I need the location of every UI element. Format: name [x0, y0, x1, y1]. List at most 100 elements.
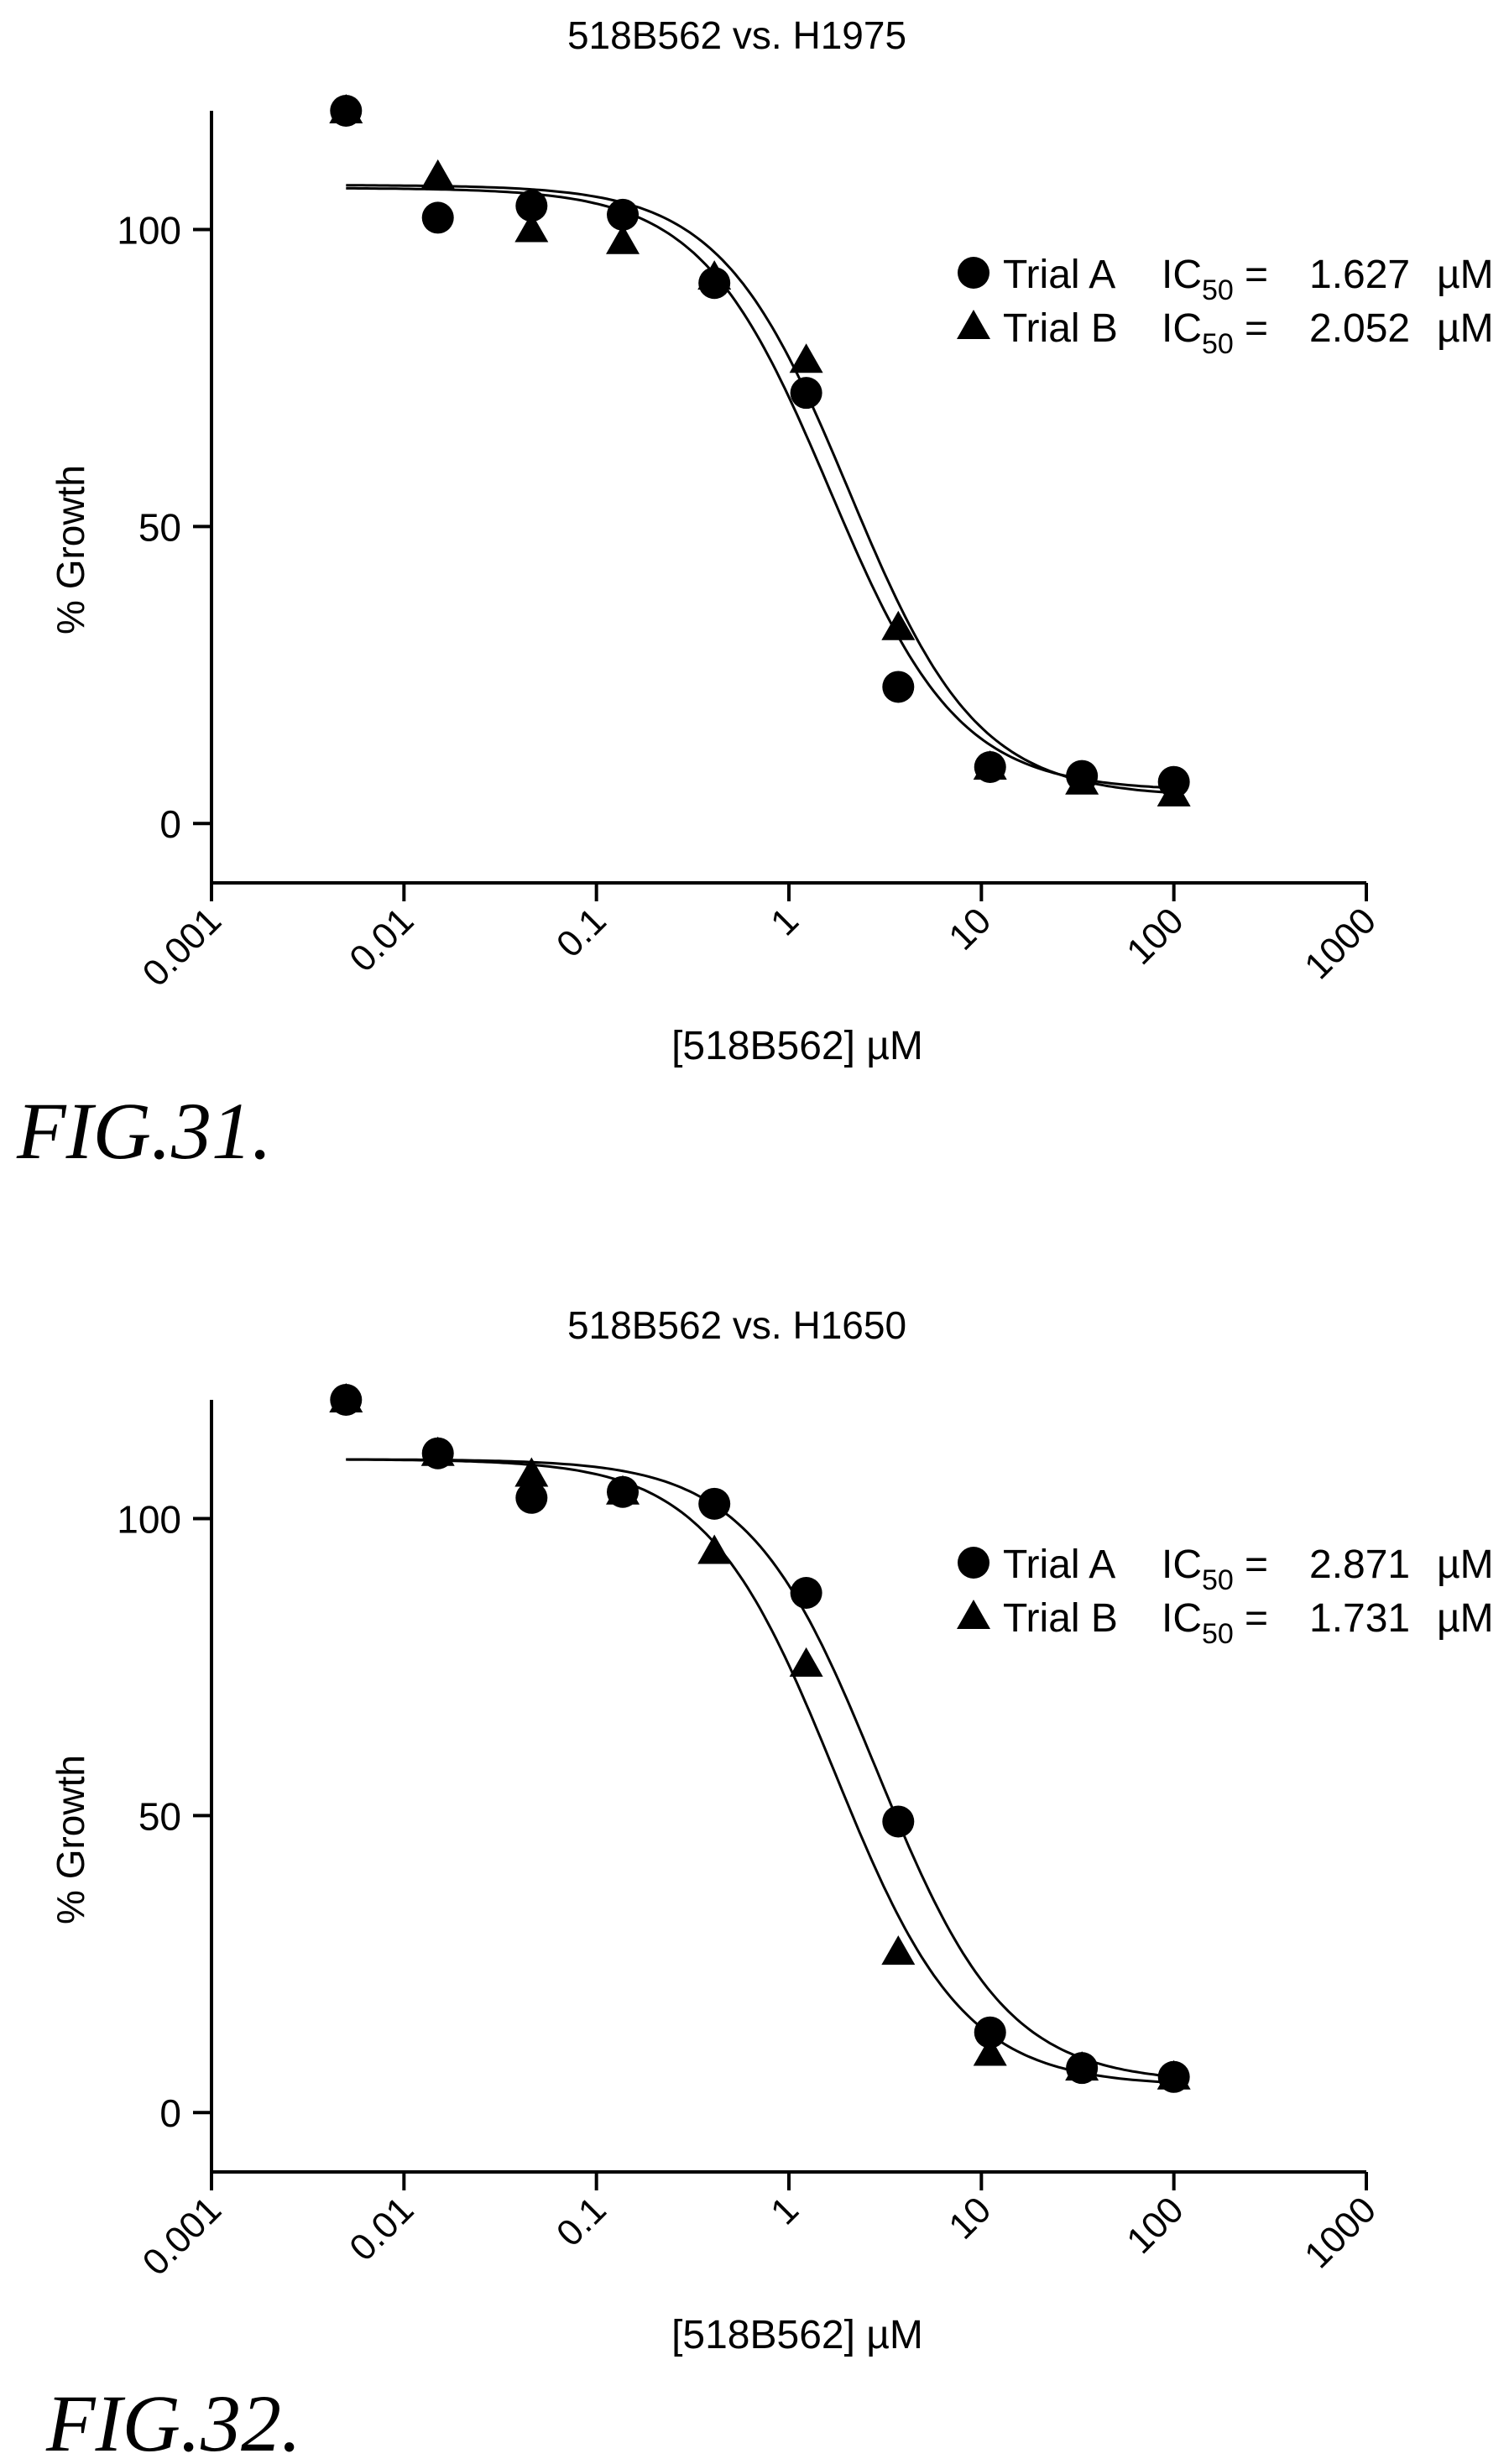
x-tick-label: 100	[1119, 900, 1192, 973]
legend-ic50-unit: µM	[1437, 306, 1494, 351]
data-point-circle	[515, 1481, 548, 1514]
data-point-circle	[421, 1437, 454, 1470]
x-ticks: 0.001 0.01 0.1 1 10 100 1000	[135, 2172, 1384, 2284]
data-point-circle	[421, 201, 454, 234]
legend-ic50-subscript: 50	[1202, 1618, 1234, 1650]
legend-ic50-text: IC	[1162, 1596, 1202, 1641]
legend-ic50-unit: µM	[1437, 1596, 1494, 1641]
chart-title: 518B562 vs. H1650	[567, 1303, 906, 1347]
data-point-circle	[607, 198, 640, 231]
data-point-circle	[882, 1805, 915, 1838]
fit-curve-trial-a	[346, 1458, 1174, 2079]
y-tick-label: 50	[138, 505, 181, 549]
data-point-triangle	[606, 224, 640, 254]
legend-ic50-text: IC	[1162, 1543, 1202, 1587]
x-tick-label: 1	[763, 900, 807, 943]
fit-curve-trial-b	[346, 1458, 1174, 2085]
x-tick-label: 0.001	[135, 2189, 230, 2284]
data-point-circle	[1157, 765, 1190, 798]
data-point-circle	[882, 671, 915, 703]
legend-ic50-unit: µM	[1437, 1543, 1494, 1587]
legend-ic50-value: 2.871	[1309, 1543, 1410, 1587]
legend-ic50-label: IC50	[1162, 1543, 1234, 1596]
data-point-circle	[974, 751, 1006, 783]
plot-area: 0 50 100 0.001 0.01 0.1 1 10 100 1000	[117, 94, 1384, 994]
legend-ic50-value: 1.731	[1309, 1596, 1410, 1641]
legend-ic50-label: IC50	[1162, 253, 1234, 306]
x-tick-label: 0.01	[342, 900, 421, 979]
data-point-circle	[1066, 760, 1099, 792]
x-tick-label: 10	[941, 900, 999, 958]
data-point-circle	[698, 1487, 731, 1520]
plot-area: 0 50 100 0.001 0.01 0.1 1 10 100 1000	[117, 1383, 1384, 2284]
legend-entry-trial-a: Trial A IC50 = 1.627 µM	[958, 253, 1494, 306]
legend-series-name: Trial A	[1003, 253, 1115, 297]
x-tick-label: 1000	[1297, 2189, 1384, 2276]
y-ticks: 0 50 100	[117, 1498, 211, 2135]
fit-curve-trial-b	[346, 184, 1174, 795]
data-point-circle	[330, 1384, 363, 1416]
x-tick-label: 0.01	[342, 2189, 421, 2268]
data-point-triangle	[973, 2036, 1007, 2066]
legend-ic50-subscript: 50	[1202, 328, 1234, 360]
legend-ic50-equals: =	[1245, 1596, 1268, 1641]
legend: Trial A IC50 = 2.871 µM Trial B IC50 = 1…	[957, 1543, 1494, 1650]
legend-ic50-subscript: 50	[1202, 1564, 1234, 1596]
chart-fig-31: 518B562 vs. H1975 0 50 100 0.001 0.01 0.1 1 10…	[16, 13, 1494, 1176]
data-point-triangle	[881, 610, 916, 640]
fit-curves	[346, 1458, 1174, 2085]
y-ticks: 0 50 100	[117, 209, 211, 846]
data-point-circle	[1066, 2052, 1099, 2085]
legend-marker-circle	[958, 1547, 989, 1579]
data-point-triangle	[881, 1935, 916, 1965]
x-tick-label: 10	[941, 2189, 999, 2247]
x-tick-label: 1	[763, 2189, 807, 2232]
x-tick-label: 0.1	[549, 900, 614, 965]
legend-ic50-value: 1.627	[1309, 253, 1410, 297]
data-point-circle	[974, 2016, 1006, 2049]
legend-ic50-subscript: 50	[1202, 274, 1234, 306]
x-tick-label: 0.1	[549, 2189, 614, 2254]
legend-ic50-unit: µM	[1437, 253, 1494, 297]
legend-ic50-equals: =	[1245, 306, 1268, 351]
chart-title: 518B562 vs. H1975	[567, 13, 906, 57]
data-point-triangle	[420, 159, 455, 189]
legend-series-name: Trial B	[1003, 306, 1118, 351]
fit-curve-trial-a	[346, 186, 1174, 790]
x-ticks: 0.001 0.01 0.1 1 10 100 1000	[135, 883, 1384, 994]
y-tick-label: 100	[117, 1498, 181, 1542]
data-point-triangle	[514, 1457, 549, 1487]
x-tick-label: 0.001	[135, 900, 230, 994]
data-point-triangle	[514, 212, 549, 243]
data-points	[329, 94, 1191, 807]
legend-ic50-text: IC	[1162, 306, 1202, 351]
legend-series-name: Trial B	[1003, 1596, 1118, 1641]
figure-label: FIG.31.	[16, 1086, 272, 1176]
x-tick-label: 1000	[1297, 900, 1384, 987]
legend: Trial A IC50 = 1.627 µM Trial B IC50 = 2…	[957, 253, 1494, 360]
x-axis-label: [518B562] µM	[671, 2313, 923, 2357]
data-point-circle	[790, 377, 822, 410]
legend-ic50-text: IC	[1162, 253, 1202, 297]
figure-label: FIG.32.	[45, 2378, 301, 2464]
fit-curves	[346, 184, 1174, 795]
data-point-triangle	[789, 343, 823, 373]
legend-entry-trial-b: Trial B IC50 = 2.052 µM	[957, 306, 1494, 360]
y-tick-label: 100	[117, 209, 181, 253]
legend-ic50-label: IC50	[1162, 1596, 1234, 1650]
data-point-circle	[698, 267, 731, 300]
legend-marker-triangle	[957, 310, 990, 339]
x-tick-label: 100	[1119, 2189, 1192, 2262]
data-point-circle	[515, 190, 548, 222]
y-axis-label: % Growth	[49, 1755, 92, 1924]
legend-ic50-equals: =	[1245, 1543, 1268, 1587]
x-axis-label: [518B562] µM	[671, 1024, 923, 1068]
legend-ic50-label: IC50	[1162, 306, 1234, 360]
y-tick-label: 0	[159, 2091, 181, 2135]
chart-fig-32: 518B562 vs. H1650 0 50 100 0.001 0.01 0.1 1 10…	[45, 1303, 1494, 2464]
y-tick-label: 50	[138, 1794, 181, 1838]
data-points	[329, 1383, 1191, 2093]
legend-marker-triangle	[957, 1600, 990, 1629]
data-point-triangle	[697, 1534, 732, 1564]
